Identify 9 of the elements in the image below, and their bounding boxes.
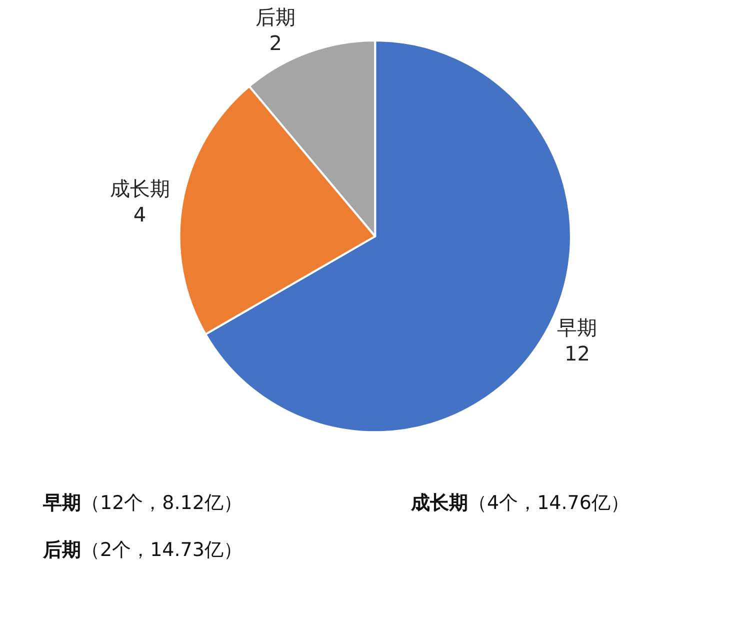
- text: 后期（2个，14.73亿）: [42, 539, 242, 561]
- text: 成长期（4个，14.76亿）: [410, 492, 630, 514]
- slice-label: 成长期: [110, 176, 170, 201]
- data-label: 12: [564, 341, 590, 366]
- text: 早期（12个，8.12亿）: [42, 492, 242, 514]
- slice-label: 后期: [256, 5, 296, 30]
- data-label: 4: [133, 202, 146, 227]
- data-label: 2: [269, 31, 282, 56]
- slice-label: 早期: [557, 315, 598, 340]
